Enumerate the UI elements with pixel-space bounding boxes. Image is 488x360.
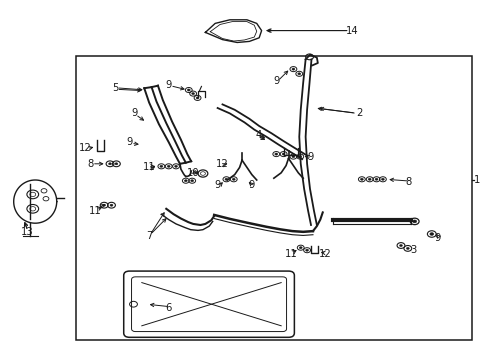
Circle shape — [305, 249, 308, 251]
Circle shape — [381, 178, 384, 180]
Text: 1: 1 — [472, 175, 479, 185]
Circle shape — [399, 244, 402, 247]
Text: 13: 13 — [20, 227, 33, 237]
Circle shape — [160, 165, 163, 167]
Circle shape — [291, 68, 294, 70]
Circle shape — [406, 247, 408, 249]
Circle shape — [299, 247, 302, 249]
Circle shape — [191, 93, 194, 95]
Text: 11: 11 — [142, 162, 155, 172]
Text: 9: 9 — [306, 152, 313, 162]
Text: 8: 8 — [405, 177, 410, 187]
Circle shape — [174, 165, 177, 167]
Text: 11: 11 — [284, 249, 297, 259]
Text: 9: 9 — [165, 80, 172, 90]
Circle shape — [374, 178, 377, 180]
Circle shape — [232, 178, 235, 180]
Text: 9: 9 — [126, 137, 133, 147]
Circle shape — [196, 97, 199, 99]
Text: 9: 9 — [131, 108, 138, 118]
Circle shape — [115, 163, 118, 165]
Text: 8: 8 — [87, 159, 93, 169]
Text: 9: 9 — [248, 180, 255, 190]
Text: 2: 2 — [355, 108, 362, 118]
Text: 5: 5 — [111, 83, 118, 93]
Text: 12: 12 — [79, 143, 92, 153]
Circle shape — [102, 204, 105, 206]
Circle shape — [167, 165, 170, 167]
Text: 14: 14 — [345, 26, 358, 36]
Circle shape — [360, 178, 363, 180]
Text: 9: 9 — [272, 76, 279, 86]
Circle shape — [282, 153, 285, 155]
Circle shape — [291, 156, 294, 158]
Bar — [76, 56, 471, 340]
Circle shape — [298, 156, 301, 158]
Circle shape — [190, 180, 193, 182]
Circle shape — [367, 178, 370, 180]
Circle shape — [108, 163, 111, 165]
Circle shape — [224, 178, 227, 180]
Circle shape — [274, 153, 277, 155]
Text: 12: 12 — [318, 249, 331, 259]
Text: 3: 3 — [409, 245, 415, 255]
Text: 4: 4 — [256, 130, 262, 140]
Circle shape — [297, 73, 300, 75]
Circle shape — [187, 89, 190, 91]
Text: 10: 10 — [186, 168, 199, 178]
Circle shape — [110, 204, 113, 206]
Text: 9: 9 — [433, 233, 440, 243]
Circle shape — [184, 180, 187, 182]
Text: 12: 12 — [216, 159, 228, 169]
Text: 6: 6 — [165, 303, 172, 313]
Text: 9: 9 — [214, 180, 221, 190]
Text: 11: 11 — [89, 206, 102, 216]
Circle shape — [412, 220, 416, 223]
Text: 7: 7 — [145, 231, 152, 241]
Circle shape — [429, 233, 433, 235]
